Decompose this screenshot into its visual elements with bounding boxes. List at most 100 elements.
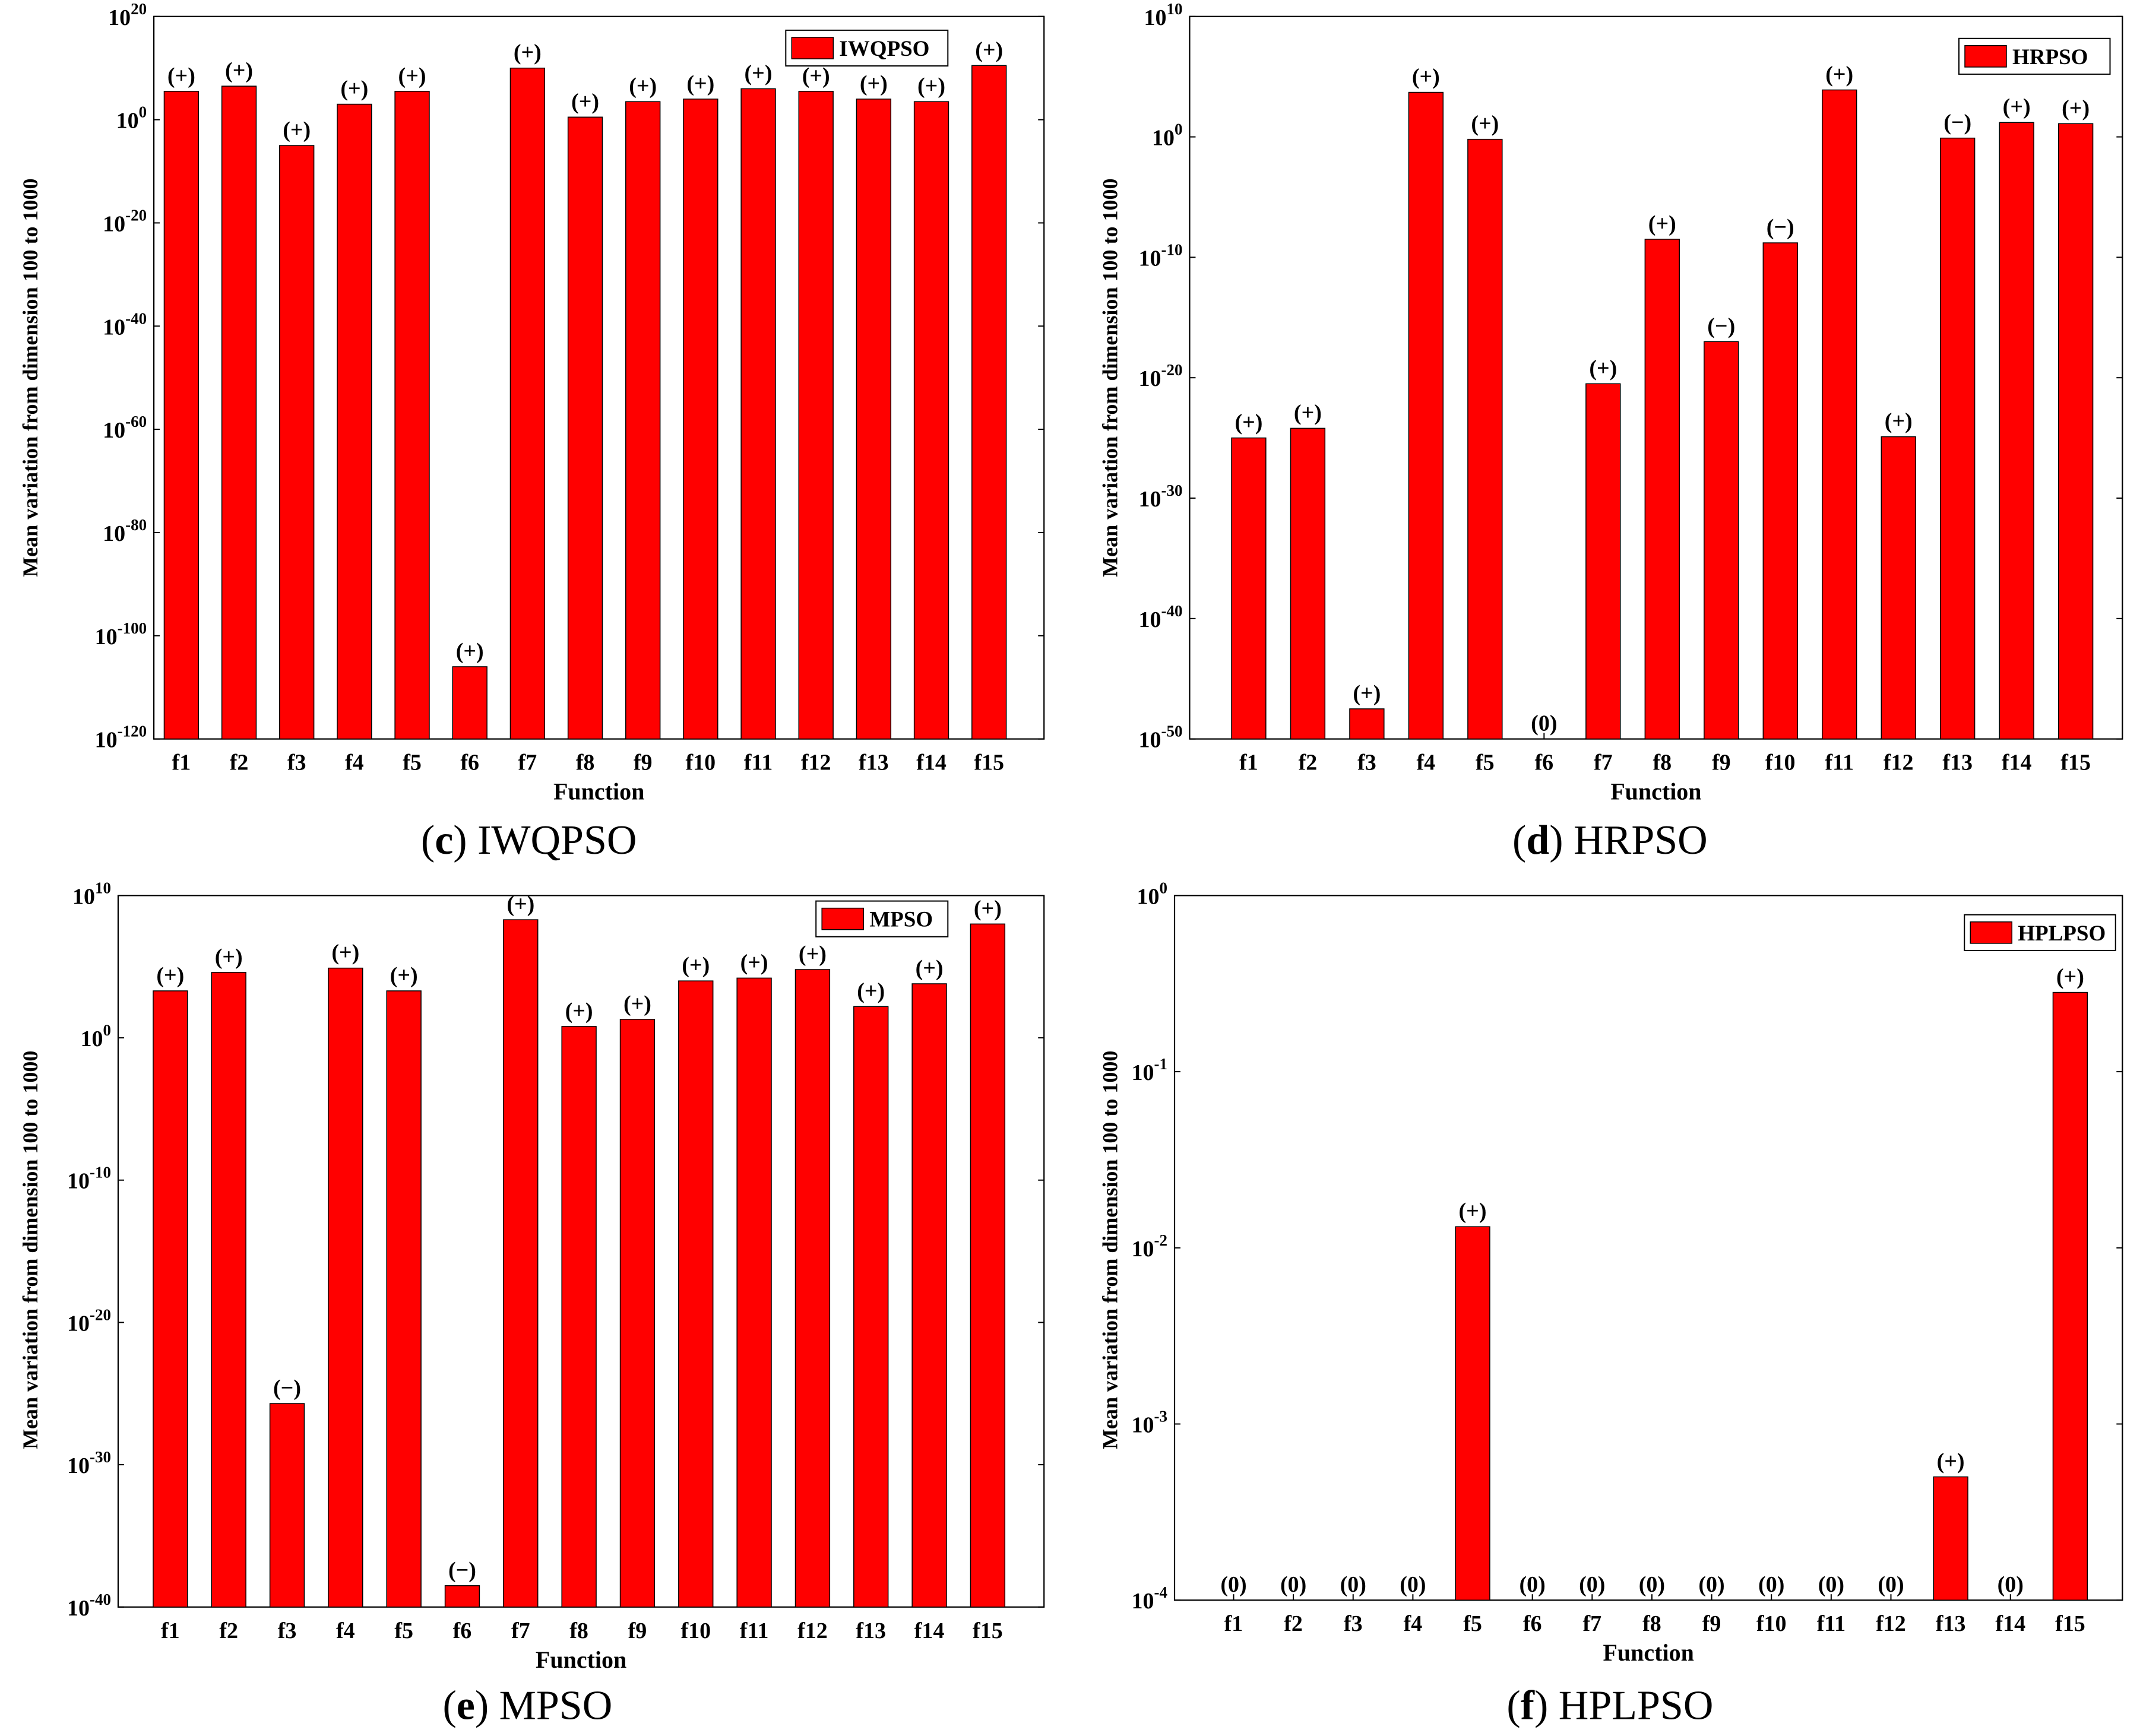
y-tick-label: 1010	[72, 879, 111, 909]
x-tick-label: f2	[230, 750, 249, 775]
y-tick-label: 10-3	[1132, 1407, 1168, 1437]
significance-label: (+)	[745, 61, 773, 85]
bar-f2	[221, 85, 257, 740]
x-tick-label: f6	[1535, 750, 1554, 775]
x-tick-label: f4	[1404, 1611, 1423, 1636]
y-tick-label: 10-2	[1132, 1231, 1168, 1262]
significance-label: (+)	[1471, 112, 1499, 137]
bar-f14	[911, 983, 947, 1608]
significance-label: (+)	[565, 999, 593, 1024]
x-tick-label: f10	[686, 750, 716, 775]
x-tick-label: f2	[1284, 1611, 1303, 1636]
significance-label: (+)	[571, 89, 599, 114]
panel-caption: (e) MPSO	[442, 1683, 612, 1728]
legend-box	[1958, 37, 2111, 75]
x-tick-label: f12	[797, 1618, 828, 1643]
x-tick-label: f4	[345, 750, 364, 775]
significance-label: (0)	[1220, 1572, 1246, 1597]
significance-label: (+)	[974, 896, 1002, 921]
significance-label: (+)	[215, 945, 243, 970]
y-tick-label: 100	[1137, 879, 1168, 909]
significance-label: (0)	[1878, 1572, 1904, 1597]
x-tick-label: f13	[1942, 750, 1973, 775]
bar-f7	[503, 919, 539, 1608]
x-tick-label: f11	[1817, 1611, 1846, 1636]
x-tick-label: f8	[569, 1618, 588, 1643]
bar-f12	[798, 91, 834, 740]
x-tick-label: f14	[1995, 1611, 2025, 1636]
bar-f13	[853, 1006, 889, 1608]
chart-panel-e: 10-40 10-30 10-20 10-10 100 1010 f1 (+) f2 (+) f3 (…	[18, 879, 1045, 1728]
x-tick-label: f2	[1299, 750, 1318, 775]
significance-label: (+)	[916, 956, 944, 981]
significance-label: (+)	[156, 963, 184, 988]
x-tick-label: f3	[1357, 750, 1376, 775]
significance-label: (0)	[1531, 711, 1557, 736]
x-tick-label: f6	[453, 1618, 472, 1643]
y-tick-label: 10-60	[103, 413, 147, 443]
bar-f8	[561, 1026, 597, 1608]
x-tick-label: f14	[916, 750, 947, 775]
significance-label: (+)	[340, 77, 368, 102]
x-tick-label: f3	[287, 750, 306, 775]
x-tick-label: f5	[403, 750, 422, 775]
plot-frame	[1173, 895, 2123, 1601]
y-tick-label: 10-50	[1138, 723, 1182, 753]
significance-label: (+)	[682, 953, 710, 978]
x-tick-label: f9	[1712, 750, 1731, 775]
bar-f5	[1455, 1226, 1490, 1601]
significance-label: (+)	[507, 892, 534, 917]
legend-swatch	[821, 907, 864, 930]
x-tick-label: f10	[1756, 1611, 1787, 1636]
y-tick-label: 10-40	[67, 1591, 111, 1621]
x-tick-label: f13	[1936, 1611, 1966, 1636]
significance-label: (+)	[860, 71, 888, 96]
significance-label: (+)	[2056, 965, 2084, 990]
bar-f7	[1585, 383, 1621, 740]
y-tick-label: 1020	[108, 0, 147, 30]
x-tick-label: f11	[1825, 750, 1854, 775]
bar-f3	[1349, 708, 1385, 740]
bar-f1	[163, 91, 200, 740]
y-tick-label: 10-4	[1132, 1583, 1168, 1614]
x-tick-label: f3	[278, 1618, 297, 1643]
bar-f8	[567, 116, 603, 740]
panel-caption: (c) IWQPSO	[421, 818, 637, 863]
x-tick-label: f2	[219, 1618, 238, 1643]
x-tick-label: f1	[1239, 750, 1258, 775]
bar-f1	[153, 990, 188, 1608]
bar-f11	[736, 977, 772, 1608]
x-tick-label: f9	[628, 1618, 647, 1643]
significance-label: (0)	[1758, 1572, 1784, 1597]
bar-f13	[1940, 137, 1976, 740]
y-tick-label: 10-10	[67, 1164, 111, 1194]
bar-f4	[328, 967, 363, 1608]
bar-f13	[856, 99, 892, 740]
significance-label: (−)	[1767, 215, 1794, 240]
x-tick-label: f7	[1594, 750, 1613, 775]
significance-label: (0)	[1639, 1572, 1665, 1597]
significance-label: (+)	[799, 942, 827, 967]
bar-f8	[1644, 239, 1680, 740]
legend-label: MPSO	[869, 908, 933, 932]
bar-f2	[1290, 427, 1326, 740]
bar-f14	[913, 101, 949, 740]
y-tick-label: 100	[80, 1021, 111, 1051]
y-tick-label: 10-100	[95, 619, 147, 650]
bar-f1	[1231, 437, 1267, 740]
x-tick-label: f15	[974, 750, 1004, 775]
x-tick-label: f12	[1884, 750, 1914, 775]
x-tick-label: f6	[460, 750, 479, 775]
x-tick-label: f7	[511, 1618, 530, 1643]
legend-swatch	[791, 37, 834, 59]
y-tick-label: 10-20	[1138, 361, 1182, 391]
y-axis-label: Mean variation from dimension 100 to 100…	[18, 1051, 42, 1449]
bar-f14	[1999, 122, 2034, 740]
x-tick-label: f7	[1582, 1611, 1601, 1636]
x-axis-label: Function	[536, 1646, 626, 1673]
chart-panel-d: 10-50 10-40 10-30 10-20 10-10 100 1010 f1 (+) f2 (…	[1098, 0, 2123, 863]
significance-label: (+)	[802, 64, 830, 88]
y-tick-label: 10-20	[103, 206, 147, 236]
significance-label: (+)	[514, 40, 542, 65]
legend-label: HRPSO	[2012, 45, 2088, 69]
